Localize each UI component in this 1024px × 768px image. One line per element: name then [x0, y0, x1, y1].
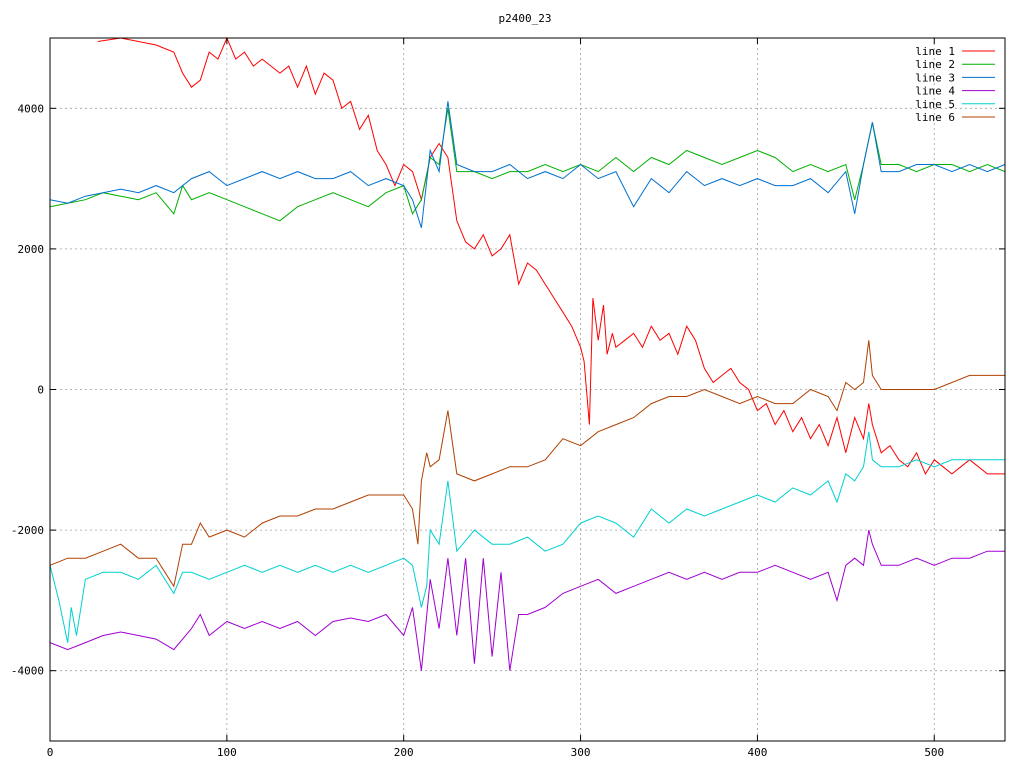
series-line-1 — [97, 36, 1005, 475]
legend-label: line 2 — [915, 58, 955, 71]
y-tick-label: -2000 — [11, 524, 44, 537]
y-tick-label: -4000 — [11, 665, 44, 678]
legend-label: line 5 — [915, 98, 955, 111]
y-tick-label: 4000 — [18, 102, 45, 115]
series-line-5 — [49, 431, 1005, 643]
series-line-4 — [49, 529, 1005, 671]
x-tick-label: 0 — [47, 746, 54, 759]
axis-ticks: 0 100 200 300 400 500 -4000 -2000 0 2000 4000 — [11, 38, 1005, 759]
legend-label: line 4 — [915, 85, 955, 98]
x-tick-label: 200 — [394, 746, 414, 759]
y-tick-label: 2000 — [18, 243, 45, 256]
x-tick-label: 300 — [571, 746, 591, 759]
series-line-3 — [49, 101, 1006, 228]
series-line-2 — [49, 108, 1006, 222]
chart-title: p2400_23 — [499, 12, 552, 25]
legend-label: line 1 — [915, 45, 955, 58]
series-line-6 — [49, 340, 1005, 588]
series-lines — [49, 36, 1006, 671]
y-tick-label: 0 — [37, 384, 44, 397]
legend-label: line 6 — [915, 111, 955, 124]
x-tick-label: 100 — [217, 746, 237, 759]
x-tick-label: 500 — [924, 746, 944, 759]
x-tick-label: 400 — [747, 746, 767, 759]
legend-label: line 3 — [915, 71, 955, 84]
grid-lines — [50, 38, 1005, 741]
